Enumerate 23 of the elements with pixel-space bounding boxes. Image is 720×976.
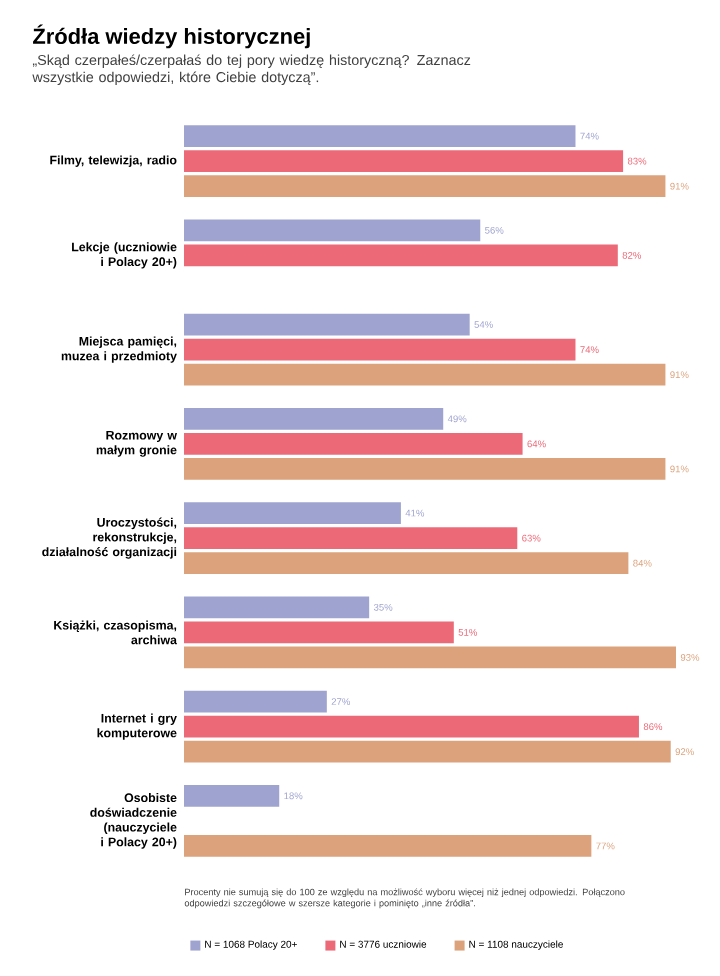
bar	[184, 835, 592, 857]
bar	[184, 740, 671, 763]
bar	[184, 552, 629, 575]
bar	[184, 433, 523, 455]
bar	[184, 313, 470, 336]
bar	[184, 125, 576, 147]
bar	[184, 715, 639, 738]
bar	[184, 363, 666, 386]
bar	[184, 784, 280, 807]
bar	[184, 596, 370, 619]
bar	[184, 690, 327, 713]
bar	[184, 219, 481, 242]
bar	[184, 646, 676, 669]
bar	[184, 175, 666, 198]
bar	[184, 458, 666, 480]
chart-title: Źródła wiedzy historycznej	[33, 24, 310, 49]
bar	[184, 150, 624, 172]
bar	[184, 502, 401, 524]
bar	[184, 527, 518, 549]
bar	[184, 621, 454, 644]
bar	[184, 407, 444, 430]
bar	[184, 338, 576, 361]
bar	[184, 244, 618, 267]
